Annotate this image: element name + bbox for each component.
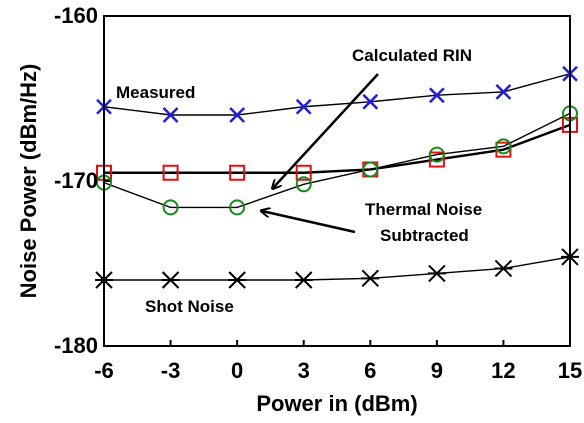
point-thermal-noise-subtracted: [162, 199, 179, 216]
point-measured: [362, 93, 379, 110]
point-measured: [495, 84, 512, 100]
point-shot-noise: [361, 269, 380, 288]
marker-stroke: [295, 98, 312, 115]
point-calculated-rin: [162, 164, 179, 181]
y-axis-title: Noise Power (dBm/Hz): [16, 64, 41, 299]
point-shot-noise: [228, 271, 247, 289]
point-thermal-noise-subtracted: [362, 161, 379, 178]
point-thermal-noise-subtracted: [229, 199, 246, 216]
point-calculated-rin: [428, 151, 445, 168]
point-measured: [162, 107, 179, 123]
point-shot-noise: [294, 271, 313, 289]
marker-stroke: [495, 84, 512, 100]
ticks-layer: [104, 180, 505, 346]
annotation-thermal-line1: Thermal Noise: [365, 200, 482, 219]
annotation-shot-noise: Shot Noise: [145, 297, 234, 316]
annotation-thermal-line2: Subtracted: [380, 226, 469, 245]
x-axis-title: Power in (dBm): [256, 391, 417, 416]
x-tick-label: 15: [558, 358, 582, 383]
series-line-shot-noise: [104, 256, 571, 281]
x-tick-label: -6: [94, 358, 114, 383]
y-tick-label: -180: [54, 333, 98, 358]
point-measured: [295, 98, 312, 115]
y-tick-label: -170: [54, 168, 98, 193]
point-shot-noise: [494, 259, 513, 278]
x-tick-label: 6: [364, 358, 376, 383]
x-tick-label: 9: [431, 358, 443, 383]
point-calculated-rin: [229, 164, 246, 181]
x-tick-label: -3: [161, 358, 181, 383]
point-shot-noise: [161, 271, 180, 289]
annotation-measured: Measured: [116, 83, 195, 102]
point-calculated-rin: [295, 164, 312, 181]
annotation-calculated-rin: Calculated RIN: [352, 46, 472, 65]
point-shot-noise: [427, 264, 446, 283]
arrow-calculated-rin: [273, 73, 379, 188]
point-measured: [229, 107, 246, 123]
series-line-measured: [103, 73, 571, 116]
series-line-thermal-noise-subtracted: [103, 112, 571, 209]
marker-stroke: [162, 107, 179, 123]
x-tick-label: 0: [231, 358, 243, 383]
y-tick-label: -160: [54, 3, 98, 28]
x-tick-label: 12: [491, 358, 515, 383]
point-thermal-noise-subtracted: [428, 146, 445, 163]
x-tick-label: 3: [298, 358, 310, 383]
point-thermal-noise-subtracted: [295, 176, 312, 193]
point-thermal-noise-subtracted: [495, 138, 512, 155]
marker-stroke: [362, 93, 379, 110]
marker-stroke: [428, 87, 445, 104]
point-measured: [428, 87, 445, 104]
tick-labels: -6 -3 0 3 6 9 12 15 -160 -170 -180: [54, 3, 582, 383]
marker-stroke: [229, 107, 246, 123]
arrow-thermal-noise: [262, 211, 356, 234]
series-layer: [95, 65, 579, 289]
series-line-calculated-rin: [104, 123, 571, 174]
